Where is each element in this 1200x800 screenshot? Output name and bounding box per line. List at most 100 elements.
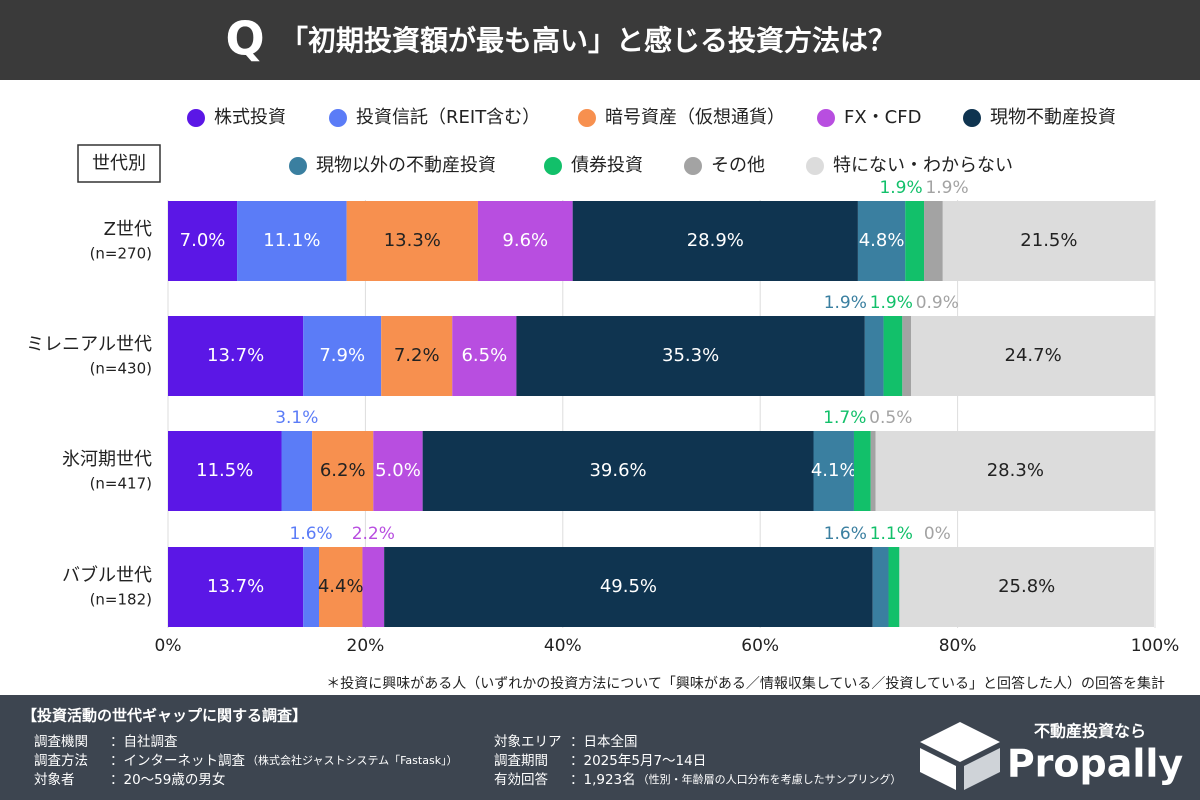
bar-segment [853, 431, 871, 511]
title: 「初期投資額が最も高い」と感じる投資方法は？ [280, 24, 896, 57]
value-label: 1.9% [879, 178, 922, 198]
footer-value: ：日本全国 [570, 733, 638, 750]
bar-segment [911, 316, 1155, 396]
value-label: 6.5% [461, 345, 507, 366]
value-label: 4.1% [811, 460, 857, 481]
value-label: 49.5% [600, 576, 657, 597]
legend-swatch [806, 157, 824, 175]
bar-segment [319, 547, 363, 627]
footer-title: 【投資活動の世代ギャップに関する調査】 [22, 707, 307, 725]
footer-value: ：2025年5月7〜14日 [570, 753, 706, 769]
legend-label: 債券投資 [571, 155, 643, 176]
value-label: 7.2% [394, 345, 440, 366]
legend-label: 株式投資 [214, 107, 286, 128]
value-label: 7.0% [180, 230, 226, 251]
legend-label: FX・CFD [844, 107, 921, 128]
bar-segment [924, 201, 943, 281]
footer-value: ：インターネット調査 [110, 753, 245, 769]
bar-segment [872, 547, 889, 627]
bar-segment [870, 431, 876, 511]
value-label: 11.5% [196, 460, 253, 481]
bar-segment [477, 201, 573, 281]
value-label: 4.8% [859, 230, 905, 251]
bar-segment [864, 316, 884, 396]
logo-icon [920, 748, 956, 790]
value-label: 0.9% [916, 293, 959, 313]
legend-swatch [578, 109, 596, 127]
value-label: 1.9% [824, 293, 867, 313]
legend-label: 特にない・わからない [833, 155, 1013, 176]
bar-segment [312, 431, 374, 511]
legend-label: 現物不動産投資 [990, 107, 1116, 128]
value-label: 25.8% [998, 576, 1055, 597]
bar-segment [875, 431, 1155, 511]
sample-size: (n=417) [90, 475, 152, 493]
x-tick-label: 20% [347, 636, 385, 656]
bar-segment [452, 316, 517, 396]
logo: 不動産投資なら Propally [920, 722, 1183, 790]
bar-segment [168, 431, 282, 511]
legend-label: その他 [711, 155, 765, 176]
bar-segment [303, 547, 320, 627]
group-label-box [77, 144, 161, 183]
bar-segment [381, 316, 453, 396]
legend-label: 暗号資産（仮想通貨） [605, 107, 785, 128]
category-label: ミレニアル世代 [26, 334, 152, 355]
footer-value: ：20〜59歳の男女 [110, 771, 225, 788]
value-label: 4.4% [318, 576, 364, 597]
bar-segment [857, 201, 906, 281]
group-label: 世代別 [92, 153, 146, 174]
footer-key: 対象エリア [494, 734, 562, 750]
footnote: ＊投資に興味がある人（いずれかの投資方法について「興味がある／情報収集している／… [326, 675, 1165, 692]
bar-segment [346, 201, 478, 281]
footer-note: （性別・年齢層の人口分布を考慮したサンプリング） [638, 772, 902, 786]
value-label: 9.6% [502, 230, 548, 251]
legend-swatch [963, 109, 981, 127]
value-label: 13.7% [207, 576, 264, 597]
value-label: 11.1% [263, 230, 320, 251]
legend-label: 投資信託（REIT含む） [356, 107, 540, 128]
value-label: 1.6% [824, 524, 867, 544]
sample-size: (n=182) [90, 591, 152, 609]
footer-key: 対象者 [34, 772, 75, 788]
bar-segment [362, 547, 385, 627]
value-label: 39.6% [589, 460, 646, 481]
value-label: 28.3% [987, 460, 1044, 481]
bar-segment [168, 316, 304, 396]
logo-tagline: 不動産投資なら [1034, 722, 1146, 741]
value-label: 7.9% [319, 345, 365, 366]
value-label: 1.1% [870, 524, 913, 544]
value-label: 13.7% [207, 345, 264, 366]
x-tick-label: 40% [544, 636, 582, 656]
category-label: バブル世代 [62, 564, 152, 586]
legend-swatch [329, 109, 347, 127]
value-label: 21.5% [1020, 230, 1077, 251]
category-label: 氷河期世代 [62, 449, 152, 470]
value-label: 1.9% [870, 293, 913, 313]
value-label: 0.5% [869, 408, 912, 428]
value-label: 13.3% [384, 230, 441, 251]
bar-segment [942, 201, 1155, 281]
value-label: 0% [924, 524, 951, 544]
legend-swatch [187, 109, 205, 127]
bar-segment [303, 316, 382, 396]
bar-segment [168, 201, 238, 281]
logo-icon [920, 722, 1000, 762]
bar-segment [237, 201, 347, 281]
value-label: 35.3% [662, 345, 719, 366]
footer-note: （株式会社ジャストシステム「Fastask」） [247, 753, 458, 767]
bar-segment [384, 547, 873, 627]
bar-segment [905, 201, 925, 281]
bar-segment [373, 431, 423, 511]
bar-segment [888, 547, 900, 627]
bar-segment [572, 201, 858, 281]
q-mark: Q [225, 12, 264, 66]
x-tick-label: 0% [155, 636, 182, 656]
legend-swatch [684, 157, 702, 175]
x-tick-label: 100% [1131, 636, 1180, 656]
sample-size: (n=430) [90, 360, 152, 378]
bar-segment [883, 316, 903, 396]
bar-segment [516, 316, 865, 396]
value-label: 3.1% [275, 408, 318, 428]
value-label: 28.9% [687, 230, 744, 251]
